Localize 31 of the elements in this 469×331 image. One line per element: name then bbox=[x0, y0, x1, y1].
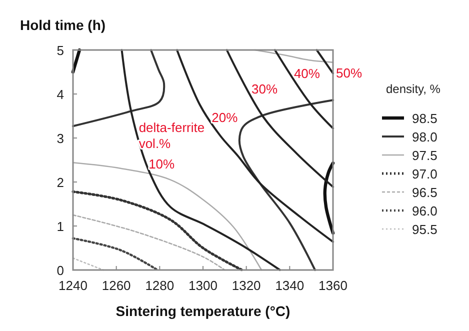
line-series bbox=[72, 190, 244, 272]
annotation: 40% bbox=[294, 66, 320, 82]
x-tick-label: 1260 bbox=[102, 278, 131, 293]
y-tick-label: 3 bbox=[56, 131, 64, 146]
x-tick-label: 1240 bbox=[58, 278, 88, 293]
legend-title: density, % bbox=[386, 82, 441, 96]
x-tick-label: 1320 bbox=[232, 278, 261, 293]
legend-label: 98.0 bbox=[412, 130, 438, 144]
x-tick-label: 1340 bbox=[275, 278, 304, 293]
legend-label: 98.5 bbox=[412, 111, 438, 126]
annotation: 20% bbox=[212, 110, 238, 126]
y-tick-label: 0 bbox=[56, 263, 64, 278]
x-axis-title: Sintering temperature (°C) bbox=[116, 303, 290, 319]
line-series bbox=[72, 214, 226, 271]
x-tick-label: 1360 bbox=[318, 278, 348, 293]
y-axis-title: Hold time (h) bbox=[20, 17, 106, 33]
legend-label: 97.5 bbox=[412, 148, 438, 163]
y-tick-label: 1 bbox=[56, 219, 64, 234]
y-tick-label: 5 bbox=[56, 43, 64, 58]
y-tick-label: 2 bbox=[56, 175, 64, 190]
annotation: 10% bbox=[148, 156, 176, 172]
annotation: 30% bbox=[252, 82, 278, 97]
y-tick-label: 4 bbox=[56, 87, 64, 102]
annotation: 50% bbox=[336, 65, 362, 80]
legend-label: 96.5 bbox=[412, 185, 438, 200]
legend-label: 97.0 bbox=[412, 166, 438, 182]
x-tick-label: 1280 bbox=[145, 278, 174, 293]
legend-label: 96.0 bbox=[412, 204, 438, 218]
line-series bbox=[120, 49, 281, 271]
x-tick-label: 1300 bbox=[188, 278, 218, 293]
legend-label: 95.5 bbox=[412, 222, 438, 237]
